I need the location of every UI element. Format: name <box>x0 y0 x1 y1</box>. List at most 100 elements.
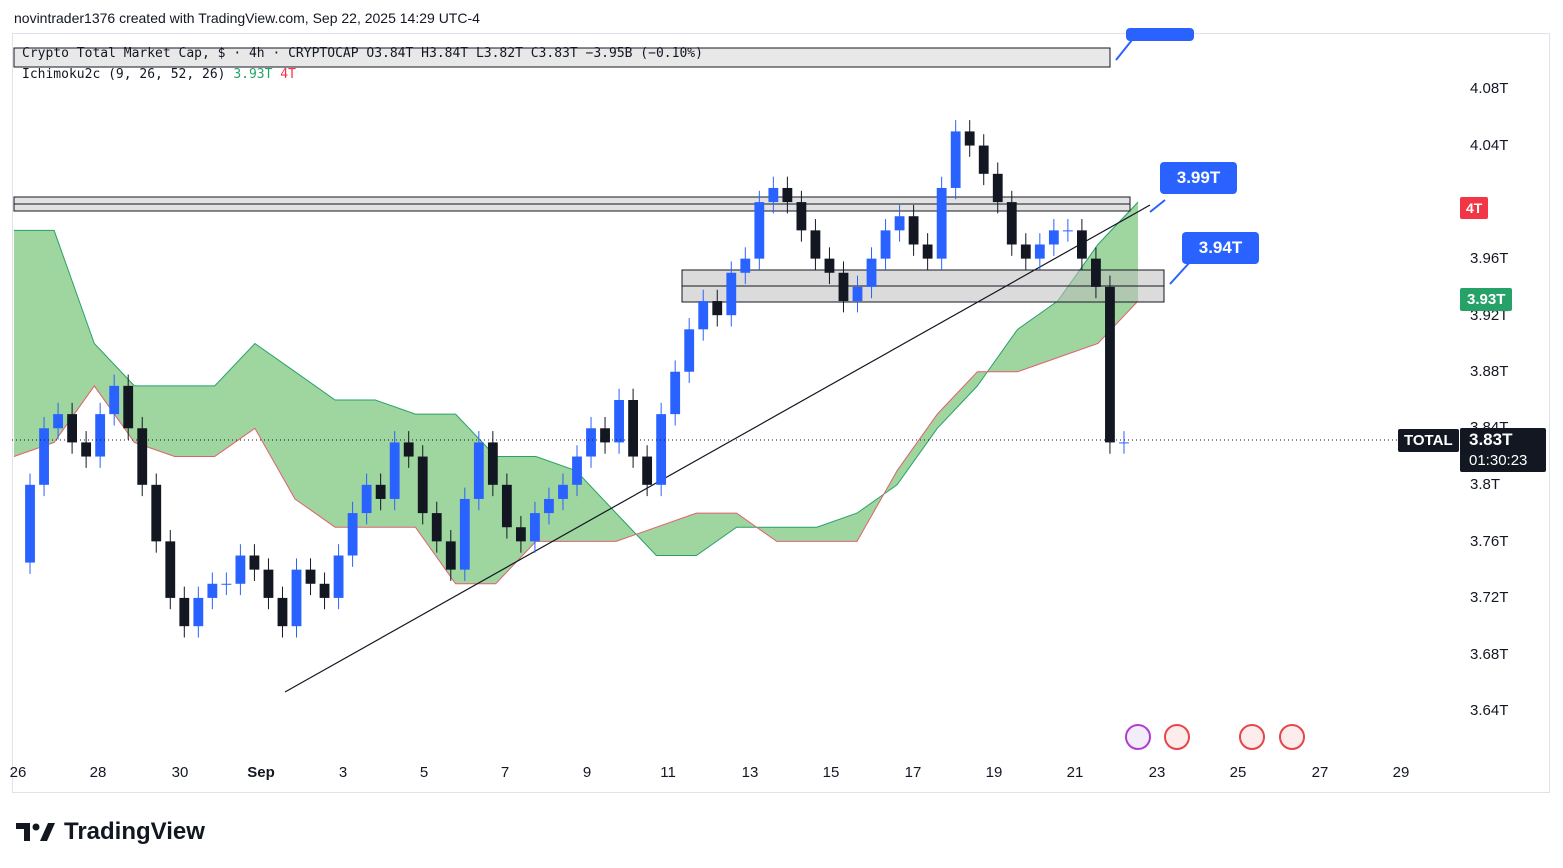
chart-header-text: novintrader1376 created with TradingView… <box>14 10 480 26</box>
callout-lower[interactable]: 3.94T <box>1182 232 1259 264</box>
candle-body <box>431 513 442 542</box>
candle-body <box>515 527 526 542</box>
candle-body <box>1119 442 1129 444</box>
candle-body <box>403 442 414 457</box>
candle-body <box>1020 244 1031 259</box>
candle-body <box>165 541 176 598</box>
candles-layer <box>25 120 1129 638</box>
candle-body <box>179 597 190 627</box>
candle-body <box>586 428 596 457</box>
candle-body <box>39 428 49 485</box>
candle-body <box>249 555 260 570</box>
event-us-flag-icon[interactable] <box>1279 724 1305 750</box>
candle-body <box>992 173 1003 203</box>
candle-body <box>1105 286 1115 443</box>
x-tick: 21 <box>1066 764 1084 781</box>
candle-body <box>1006 202 1017 245</box>
candle-body <box>95 414 106 457</box>
candle-body <box>53 414 63 429</box>
event-us-flag-icon[interactable] <box>1239 724 1265 750</box>
candle-body <box>670 371 681 415</box>
candle-body <box>628 400 639 457</box>
candle-body <box>305 569 316 584</box>
tradingview-logo[interactable]: TradingView <box>16 818 205 846</box>
candle-body <box>908 216 919 245</box>
candle-body <box>445 541 456 570</box>
candle-body <box>263 569 274 598</box>
symbol-tag: TOTAL <box>1398 429 1459 452</box>
candle-body <box>291 569 302 627</box>
y-tick: 3.76T <box>1470 533 1509 550</box>
candle-body <box>67 414 78 443</box>
indicator-value-b: 4T <box>280 67 296 82</box>
y-tick: 3.8T <box>1470 476 1501 493</box>
candle-body <box>1048 230 1059 245</box>
candle-body <box>1034 244 1045 259</box>
candle-body <box>487 442 498 485</box>
candle-body <box>894 216 905 231</box>
x-tick: Sep <box>247 764 275 781</box>
event-us-flag-icon[interactable] <box>1164 724 1190 750</box>
candle-body <box>473 442 484 499</box>
candle-body <box>235 555 246 584</box>
candle-body <box>950 131 961 188</box>
candle-body <box>824 258 835 273</box>
countdown-timer: 01:30:23 <box>1469 452 1528 469</box>
ichimoku-cloud <box>13 201 1139 585</box>
y-tick: 3.88T <box>1470 363 1509 380</box>
x-tick: 13 <box>741 764 759 781</box>
candle-body <box>109 385 120 415</box>
x-tick: 17 <box>904 764 922 781</box>
callout-pointer <box>1115 39 1133 61</box>
candle-body <box>1091 258 1101 287</box>
x-tick: 28 <box>89 764 107 781</box>
trendline-layer[interactable] <box>284 39 1191 693</box>
candle-body <box>389 442 400 499</box>
candle-body <box>838 272 849 302</box>
candle-body <box>572 456 582 485</box>
candle-body <box>151 484 162 542</box>
candle-body <box>558 484 568 499</box>
indicator-value-a: 3.93T <box>233 67 273 82</box>
candle-body <box>922 244 933 259</box>
chart-frame[interactable] <box>12 33 1550 793</box>
span-b-price-tag: 4T <box>1460 197 1489 219</box>
candle-body <box>25 484 35 563</box>
candle-body <box>319 583 330 598</box>
candle-body <box>852 286 863 302</box>
candle-body <box>221 583 232 585</box>
candle-body <box>1062 230 1073 232</box>
callout-upper[interactable]: 3.99T <box>1160 162 1237 194</box>
x-tick: 29 <box>1392 764 1410 781</box>
candle-body <box>207 583 218 598</box>
candle-body <box>936 187 947 259</box>
candle-body <box>880 230 891 259</box>
candle-body <box>375 484 386 499</box>
x-tick: 11 <box>660 764 676 781</box>
candle-body <box>768 187 779 203</box>
symbol-legend[interactable]: Crypto Total Market Cap, $ · 4h · CRYPTO… <box>22 46 703 61</box>
candle-body <box>614 400 624 443</box>
x-tick: 15 <box>822 764 840 781</box>
event-lightning-icon[interactable] <box>1125 724 1151 750</box>
candle-body <box>642 456 653 485</box>
candle-body <box>530 513 540 542</box>
y-tick: 3.72T <box>1470 589 1509 606</box>
candle-body <box>544 498 554 514</box>
candle-body <box>81 442 92 457</box>
candle-body <box>684 329 695 372</box>
callout-pointer <box>1169 261 1191 285</box>
candle-body <box>277 597 288 627</box>
candle-body <box>810 230 821 259</box>
candle-body <box>347 513 358 556</box>
indicator-legend[interactable]: Ichimoku2c (9, 26, 52, 26) 3.93T 4T <box>22 67 296 82</box>
candle-body <box>123 385 134 429</box>
tradingview-logo-icon <box>16 823 55 841</box>
callout-top[interactable] <box>1126 28 1194 41</box>
candle-body <box>501 484 512 528</box>
x-tick: 23 <box>1148 764 1166 781</box>
x-tick: 5 <box>419 764 429 781</box>
zone-boxes <box>13 47 1165 303</box>
candle-body <box>726 272 737 316</box>
